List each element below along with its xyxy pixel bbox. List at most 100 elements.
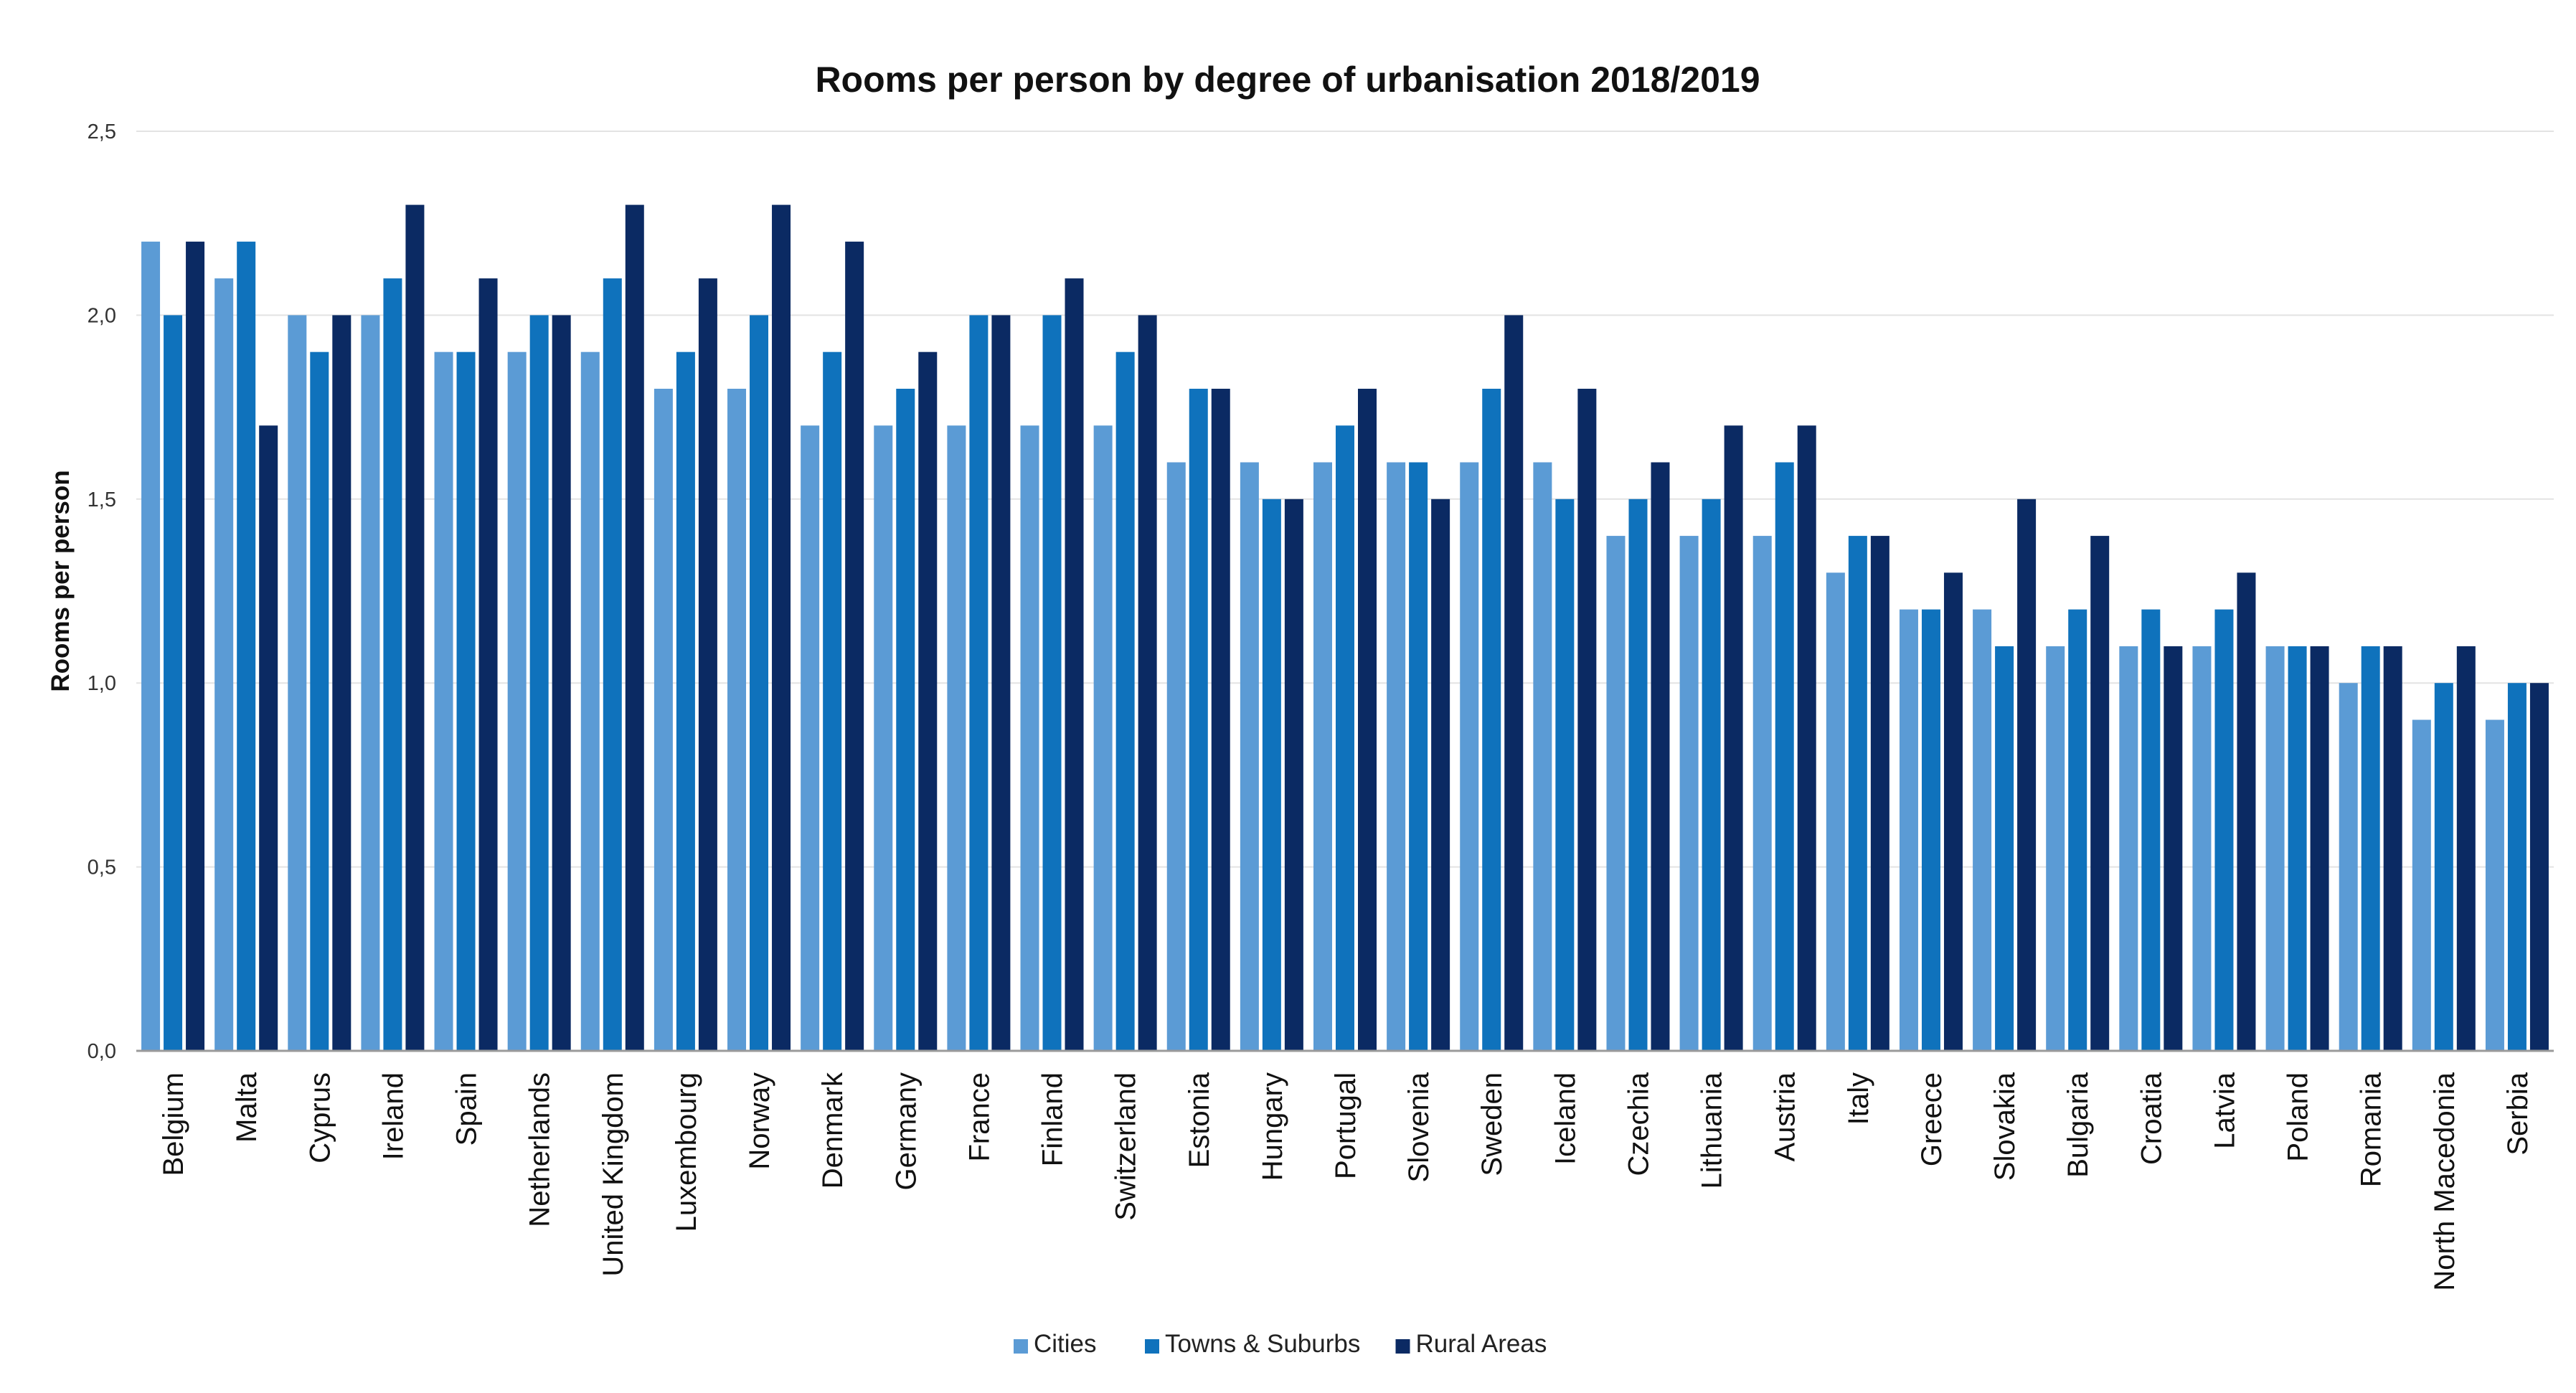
bar — [2119, 646, 2138, 1051]
bar — [2507, 683, 2527, 1051]
bar — [1577, 388, 1597, 1051]
x-tick-label: North Macedonia — [2429, 1072, 2461, 1290]
bar — [259, 425, 278, 1051]
bar — [1679, 536, 1699, 1051]
bar — [1702, 499, 1721, 1051]
bar — [969, 315, 989, 1051]
bar — [237, 241, 256, 1052]
bar — [2164, 646, 2183, 1051]
bar — [1138, 315, 1157, 1051]
bar — [991, 315, 1011, 1051]
x-tick-label: France — [963, 1072, 995, 1162]
y-axis-ticks: 0,0 0,5 1,0 1,5 2,0 2,5 — [88, 121, 116, 1063]
bar — [1020, 425, 1039, 1051]
bar — [772, 204, 791, 1051]
bar — [874, 425, 893, 1051]
y-tick-label: 2,0 — [88, 304, 116, 327]
y-tick-label: 1,0 — [88, 672, 116, 695]
legend-swatch — [1145, 1339, 1159, 1354]
x-tick-label: Norway — [744, 1072, 775, 1170]
bar — [1504, 315, 1524, 1051]
x-tick-label: Ireland — [377, 1072, 409, 1160]
bar — [823, 351, 842, 1051]
x-tick-label: Iceland — [1549, 1072, 1581, 1165]
x-tick-label: Latvia — [2209, 1072, 2240, 1148]
bar — [361, 315, 380, 1051]
chart-title: Rooms per person by degree of urbanisati… — [815, 60, 1760, 100]
bar — [1555, 499, 1575, 1051]
bar — [801, 425, 820, 1051]
x-tick-label: Greece — [1916, 1072, 1948, 1166]
x-tick-label: United Kingdom — [598, 1072, 629, 1277]
bar — [2046, 646, 2065, 1051]
x-tick-label: Cyprus — [304, 1072, 336, 1163]
bar — [1166, 462, 1186, 1051]
bar — [214, 278, 234, 1051]
bar — [676, 351, 695, 1051]
bar — [2068, 609, 2087, 1051]
bar — [2485, 719, 2504, 1051]
y-tick-label: 1,5 — [88, 488, 116, 511]
bar — [1724, 425, 1743, 1051]
bar — [750, 315, 769, 1051]
bar — [1752, 536, 1772, 1051]
bar — [580, 351, 600, 1051]
x-tick-label: Luxembourg — [671, 1072, 702, 1232]
bar — [2090, 536, 2110, 1051]
bar — [141, 241, 161, 1052]
x-tick-label: Poland — [2283, 1072, 2314, 1162]
x-tick-label: Italy — [1843, 1072, 1874, 1125]
bar — [2383, 646, 2402, 1051]
bar — [1848, 536, 1867, 1051]
bar — [896, 388, 915, 1051]
bar — [1899, 609, 1918, 1051]
x-tick-label: Slovakia — [1989, 1072, 2021, 1181]
bar — [1431, 499, 1450, 1051]
bar — [1189, 388, 1208, 1051]
bar — [654, 388, 673, 1051]
bar — [1628, 499, 1648, 1051]
bar — [164, 315, 183, 1051]
bar — [1093, 425, 1113, 1051]
bar — [1284, 499, 1303, 1051]
bar — [1262, 499, 1281, 1051]
bar — [1606, 536, 1626, 1051]
x-tick-label: Germany — [890, 1072, 922, 1191]
bar — [1482, 388, 1501, 1051]
legend-label: Towns & Suburbs — [1165, 1330, 1360, 1358]
legend-swatch — [1014, 1339, 1028, 1354]
bar — [552, 315, 571, 1051]
x-tick-label: Belgium — [158, 1072, 189, 1176]
bar — [529, 315, 549, 1051]
x-tick-label: Lithuania — [1697, 1072, 1728, 1189]
bar — [1358, 388, 1377, 1051]
legend-label: Cities — [1034, 1330, 1097, 1358]
bar — [1336, 425, 1354, 1051]
bar — [603, 278, 622, 1051]
bar — [332, 315, 352, 1051]
y-tick-label: 0,0 — [88, 1040, 116, 1063]
x-tick-label: Slovenia — [1403, 1072, 1435, 1182]
x-tick-label: Portugal — [1330, 1072, 1362, 1179]
bar — [2265, 646, 2285, 1051]
bar — [2237, 572, 2256, 1051]
x-tick-label: Netherlands — [524, 1072, 556, 1227]
bar — [1460, 462, 1479, 1051]
bar — [288, 315, 307, 1051]
x-tick-label: Serbia — [2502, 1072, 2534, 1155]
bar — [383, 278, 402, 1051]
x-tick-label: Austria — [1770, 1072, 1801, 1161]
bar — [1943, 572, 1963, 1051]
bar — [478, 278, 498, 1051]
bar — [2310, 646, 2329, 1051]
bar — [434, 351, 453, 1051]
legend-label: Rural Areas — [1416, 1330, 1547, 1358]
x-tick-label: Bulgaria — [2062, 1072, 2094, 1178]
bar — [698, 278, 717, 1051]
bar — [310, 351, 329, 1051]
bar — [1409, 462, 1428, 1051]
bar — [1995, 646, 2014, 1051]
bar — [1826, 572, 1845, 1051]
bar — [2288, 646, 2307, 1051]
legend: Cities Towns & Suburbs Rural Areas — [1014, 1330, 1547, 1358]
